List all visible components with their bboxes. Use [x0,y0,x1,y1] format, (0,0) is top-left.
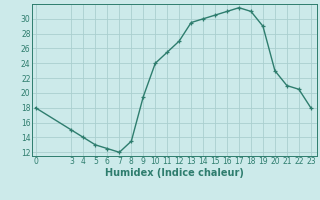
X-axis label: Humidex (Indice chaleur): Humidex (Indice chaleur) [105,168,244,178]
